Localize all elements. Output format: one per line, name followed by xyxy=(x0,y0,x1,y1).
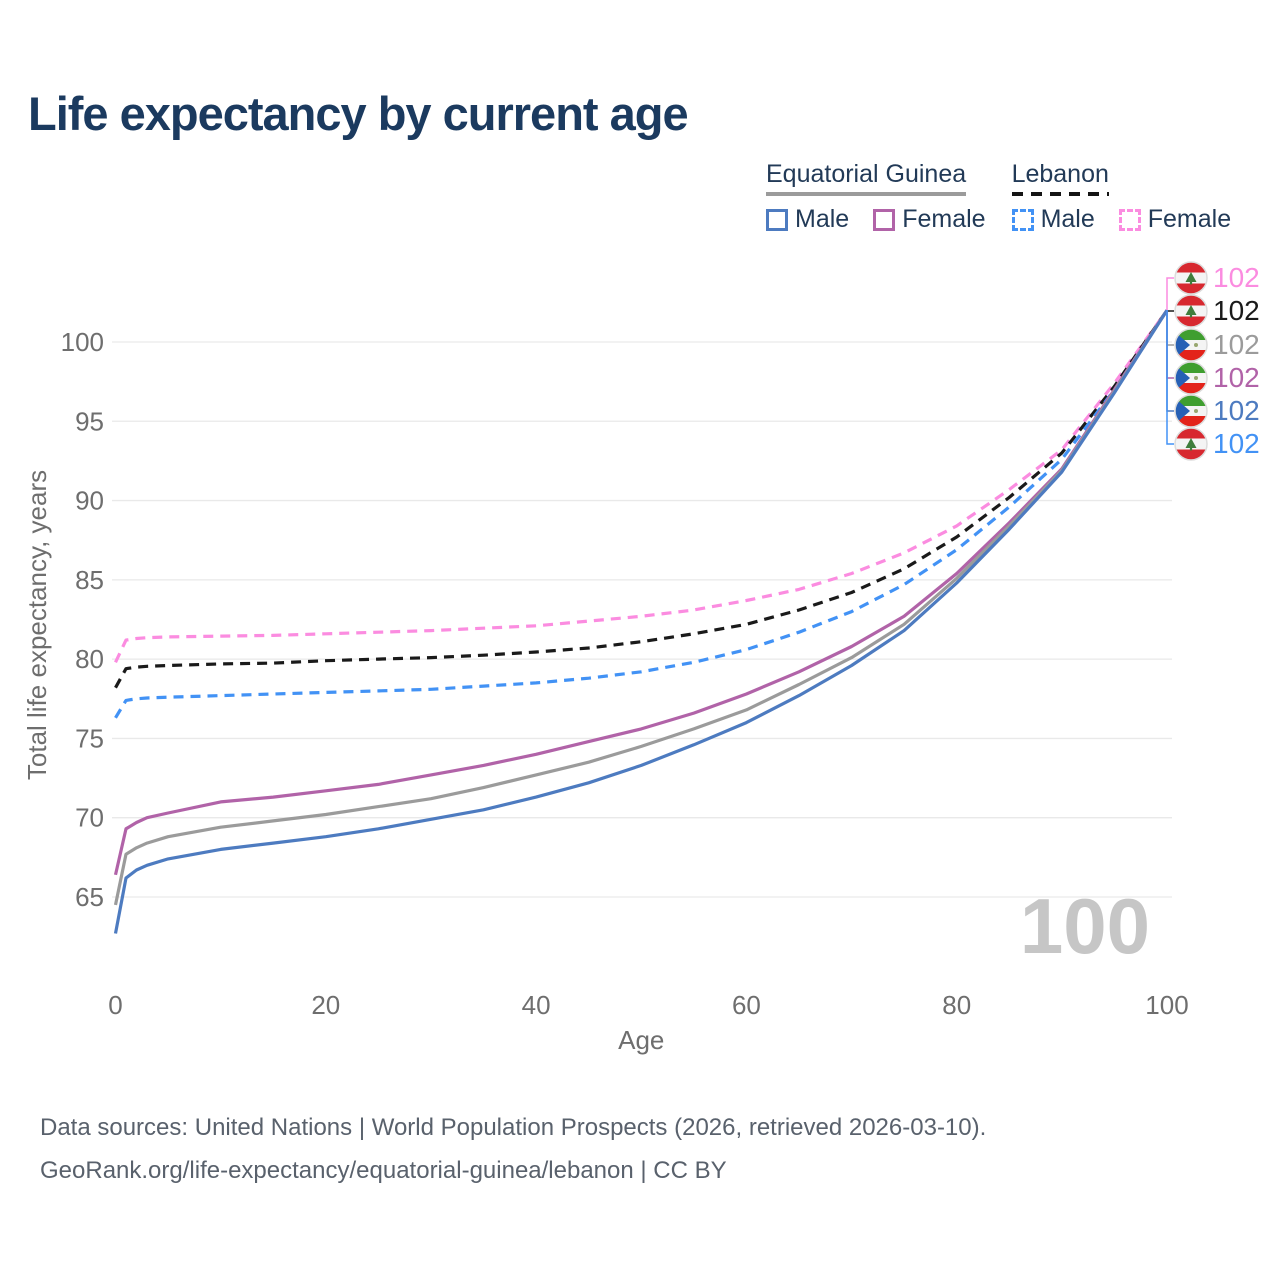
endpoint-leader-line xyxy=(1166,310,1174,346)
series-line-lebanon-female xyxy=(114,309,1169,663)
x-tick-label: 60 xyxy=(732,990,761,1020)
eg-male-swatch-icon xyxy=(766,208,788,231)
legend: Equatorial Guinea Male Female Lebanon xyxy=(766,160,1231,234)
y-tick-label: 95 xyxy=(75,406,104,436)
x-tick-label: 0 xyxy=(108,990,122,1020)
endpoint-value-label: 102 xyxy=(1213,395,1260,426)
equatorial-guinea-flag-icon xyxy=(1174,361,1208,395)
x-tick-label: 40 xyxy=(522,990,551,1020)
endpoint-leader-line xyxy=(1166,310,1174,379)
x-tick-label: 100 xyxy=(1145,990,1188,1020)
legend-item-lb-male[interactable]: Male xyxy=(1011,205,1095,234)
legend-line-style-dashed xyxy=(1011,192,1109,196)
endpoint-leader-line xyxy=(1166,310,1174,445)
y-tick-label: 75 xyxy=(75,723,104,753)
lebanon-flag-icon xyxy=(1174,261,1208,295)
series-line-lebanon-both xyxy=(114,309,1169,689)
lebanon-flag-icon xyxy=(1174,427,1208,461)
series-line-equatorial-guinea-both xyxy=(113,309,1169,906)
endpoint-value-label: 102 xyxy=(1213,329,1260,360)
equatorial-guinea-flag-icon xyxy=(1174,394,1208,428)
y-tick-label: 85 xyxy=(75,565,104,595)
legend-item-label: Female xyxy=(902,205,986,233)
y-tick-label: 65 xyxy=(75,882,104,912)
legend-line-style-solid xyxy=(766,192,967,196)
y-tick-label: 100 xyxy=(61,327,104,357)
equatorial-guinea-flag-icon xyxy=(1174,328,1208,362)
legend-item-eg-male[interactable]: Male xyxy=(766,205,849,234)
attribution-text: GeoRank.org/life-expectancy/equatorial-g… xyxy=(40,1157,727,1184)
lebanon-flag-icon xyxy=(1174,294,1208,328)
series-line-equatorial-guinea-male xyxy=(113,309,1169,934)
footer: Data sources: United Nations | World Pop… xyxy=(40,1106,986,1192)
legend-item-label: Female xyxy=(1147,205,1232,233)
x-tick-label: 20 xyxy=(311,990,340,1020)
eg-female-swatch-icon xyxy=(873,208,896,231)
legend-item-label: Male xyxy=(795,205,850,233)
endpoint-value-label: 102 xyxy=(1213,295,1260,326)
series-line-equatorial-guinea-female xyxy=(113,309,1169,876)
y-tick-label: 80 xyxy=(75,644,104,674)
lb-female-swatch-icon xyxy=(1118,208,1141,231)
legend-item-label: Male xyxy=(1040,205,1095,233)
legend-group-lebanon: Lebanon Male Female xyxy=(1011,160,1232,234)
legend-group-label: Lebanon xyxy=(1011,160,1109,188)
legend-item-eg-female[interactable]: Female xyxy=(873,205,986,234)
endpoint-leader-line xyxy=(1166,310,1174,412)
x-axis-title: Age xyxy=(618,1025,664,1055)
endpoint-leader-line xyxy=(1166,277,1174,310)
y-tick-label: 90 xyxy=(75,486,104,516)
lb-male-swatch-icon xyxy=(1011,208,1034,231)
data-sources-text: Data sources: United Nations | World Pop… xyxy=(40,1114,987,1141)
legend-group-label: Equatorial Guinea xyxy=(766,160,967,188)
endpoint-value-label: 102 xyxy=(1213,362,1260,393)
legend-group-equatorial-guinea: Equatorial Guinea Male Female xyxy=(766,160,986,234)
y-tick-label: 70 xyxy=(75,803,104,833)
endpoint-leader-line xyxy=(1166,310,1174,312)
endpoint-value-label: 102 xyxy=(1213,428,1260,459)
series-line-lebanon-male xyxy=(114,309,1169,719)
age-counter-watermark: 100 xyxy=(1020,882,1150,970)
x-tick-label: 80 xyxy=(942,990,971,1020)
page-title: Life expectancy by current age xyxy=(28,87,689,140)
y-axis-title: Total life expectancy, years xyxy=(22,470,52,780)
legend-item-lb-female[interactable]: Female xyxy=(1118,205,1232,234)
endpoint-value-label: 102 xyxy=(1213,262,1260,293)
